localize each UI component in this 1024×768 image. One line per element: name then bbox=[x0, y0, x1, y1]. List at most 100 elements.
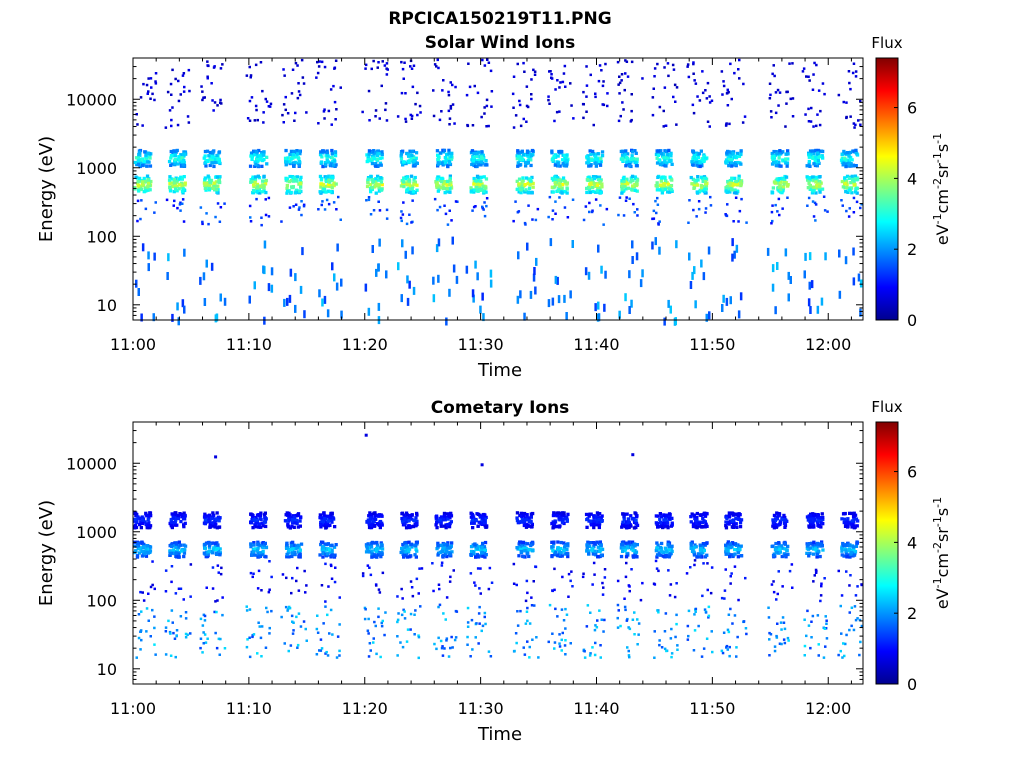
flux-pixel bbox=[598, 180, 602, 184]
flux-pixel bbox=[305, 639, 308, 642]
flux-pixel bbox=[812, 155, 816, 159]
y-tick-label: 10000 bbox=[66, 90, 117, 109]
flux-pixel bbox=[291, 547, 295, 551]
flux-pixel bbox=[411, 184, 415, 189]
flux-pixel bbox=[221, 613, 224, 617]
flux-pixel bbox=[182, 175, 186, 179]
flux-pixel bbox=[628, 627, 632, 631]
flux-pixel bbox=[409, 174, 414, 178]
flux-pixel bbox=[260, 655, 263, 658]
flux-pixel bbox=[599, 553, 604, 557]
flux-pixel bbox=[441, 183, 445, 188]
flux-pixel bbox=[209, 154, 213, 158]
flux-pixel bbox=[259, 517, 263, 521]
flux-pixel bbox=[814, 148, 818, 153]
flux-pixel bbox=[142, 599, 146, 602]
flux-pixel bbox=[400, 516, 404, 521]
flux-pixel bbox=[200, 85, 203, 88]
flux-pixel bbox=[442, 180, 447, 184]
flux-pixel bbox=[466, 625, 470, 628]
flux-pixel bbox=[325, 149, 329, 153]
flux-pixel bbox=[627, 524, 631, 529]
flux-pixel bbox=[818, 155, 822, 159]
flux-pixel bbox=[732, 522, 736, 526]
flux-pixel bbox=[148, 549, 153, 553]
flux-pixel bbox=[632, 526, 637, 530]
flux-pixel bbox=[517, 542, 521, 546]
flux-pixel bbox=[203, 298, 207, 306]
flux-pixel bbox=[693, 629, 697, 632]
flux-pixel bbox=[630, 150, 635, 154]
flux-pixel bbox=[593, 161, 597, 165]
flux-pixel bbox=[199, 646, 202, 650]
flux-pixel bbox=[328, 180, 332, 184]
flux-pixel bbox=[330, 190, 334, 194]
flux-pixel bbox=[660, 541, 664, 546]
flux-pixel bbox=[484, 186, 488, 190]
flux-pixel bbox=[188, 89, 191, 93]
cometary-ions-panel: Cometary Ions 11:00 11:10 11:20 11:30 11:40 1… bbox=[36, 398, 952, 745]
flux-pixel bbox=[448, 580, 452, 583]
flux-pixel bbox=[212, 149, 216, 153]
flux-pixel bbox=[260, 223, 263, 227]
flux-pixel bbox=[786, 544, 790, 549]
flux-pixel bbox=[374, 177, 378, 181]
flux-pixel bbox=[470, 149, 475, 153]
flux-pixel bbox=[286, 112, 290, 115]
flux-pixel bbox=[565, 312, 568, 320]
flux-pixel bbox=[136, 157, 140, 161]
flux-pixel bbox=[441, 554, 445, 558]
flux-pixel bbox=[562, 541, 566, 545]
flux-pixel bbox=[669, 305, 672, 314]
flux-pixel bbox=[208, 163, 212, 168]
flux-pixel bbox=[339, 86, 342, 89]
flux-pixel bbox=[417, 635, 421, 639]
flux-pixel bbox=[635, 543, 639, 547]
flux-pixel bbox=[211, 566, 215, 569]
flux-pixel bbox=[291, 540, 295, 544]
flux-pixel bbox=[512, 582, 516, 585]
flux-pixel bbox=[727, 183, 731, 187]
flux-pixel bbox=[302, 620, 306, 623]
flux-pixel bbox=[704, 211, 707, 214]
flux-pixel bbox=[592, 541, 596, 545]
flux-pixel bbox=[385, 73, 389, 76]
flux-pixel bbox=[140, 540, 144, 544]
flux-pixel bbox=[270, 284, 274, 293]
flux-pixel bbox=[840, 152, 844, 156]
flux-pixel bbox=[366, 629, 370, 632]
flux-pixel bbox=[692, 62, 695, 66]
flux-pixel bbox=[435, 526, 439, 530]
flux-pixel bbox=[562, 190, 567, 194]
flux-pixel bbox=[551, 297, 555, 306]
flux-pixel bbox=[663, 159, 667, 163]
flux-pixel bbox=[408, 280, 411, 289]
flux-pixel bbox=[173, 161, 177, 165]
flux-pixel bbox=[627, 164, 632, 168]
flux-pixel bbox=[151, 608, 154, 612]
flux-pixel bbox=[203, 96, 206, 99]
flux-pixel bbox=[563, 294, 566, 303]
flux-pixel bbox=[592, 545, 596, 549]
flux-pixel bbox=[482, 208, 485, 211]
flux-pixel bbox=[618, 310, 621, 319]
flux-pixel bbox=[295, 514, 299, 518]
flux-pixel bbox=[554, 200, 557, 203]
flux-pixel bbox=[211, 151, 215, 155]
flux-pixel bbox=[587, 541, 591, 545]
flux-pixel bbox=[622, 214, 626, 217]
flux-pixel bbox=[469, 545, 474, 549]
flux-pixel bbox=[591, 175, 596, 179]
y-axis-label: Energy (eV) bbox=[36, 136, 57, 242]
flux-pixel bbox=[171, 515, 175, 519]
flux-pixel bbox=[557, 552, 561, 556]
flux-pixel bbox=[516, 149, 520, 153]
flux-pixel bbox=[477, 158, 481, 163]
flux-pixel bbox=[291, 620, 294, 623]
flux-pixel bbox=[590, 178, 595, 182]
flux-pixel bbox=[728, 654, 731, 658]
flux-pixel bbox=[404, 250, 407, 259]
flux-pixel bbox=[704, 183, 708, 188]
flux-pixel bbox=[174, 176, 178, 180]
flux-pixel bbox=[687, 75, 691, 79]
